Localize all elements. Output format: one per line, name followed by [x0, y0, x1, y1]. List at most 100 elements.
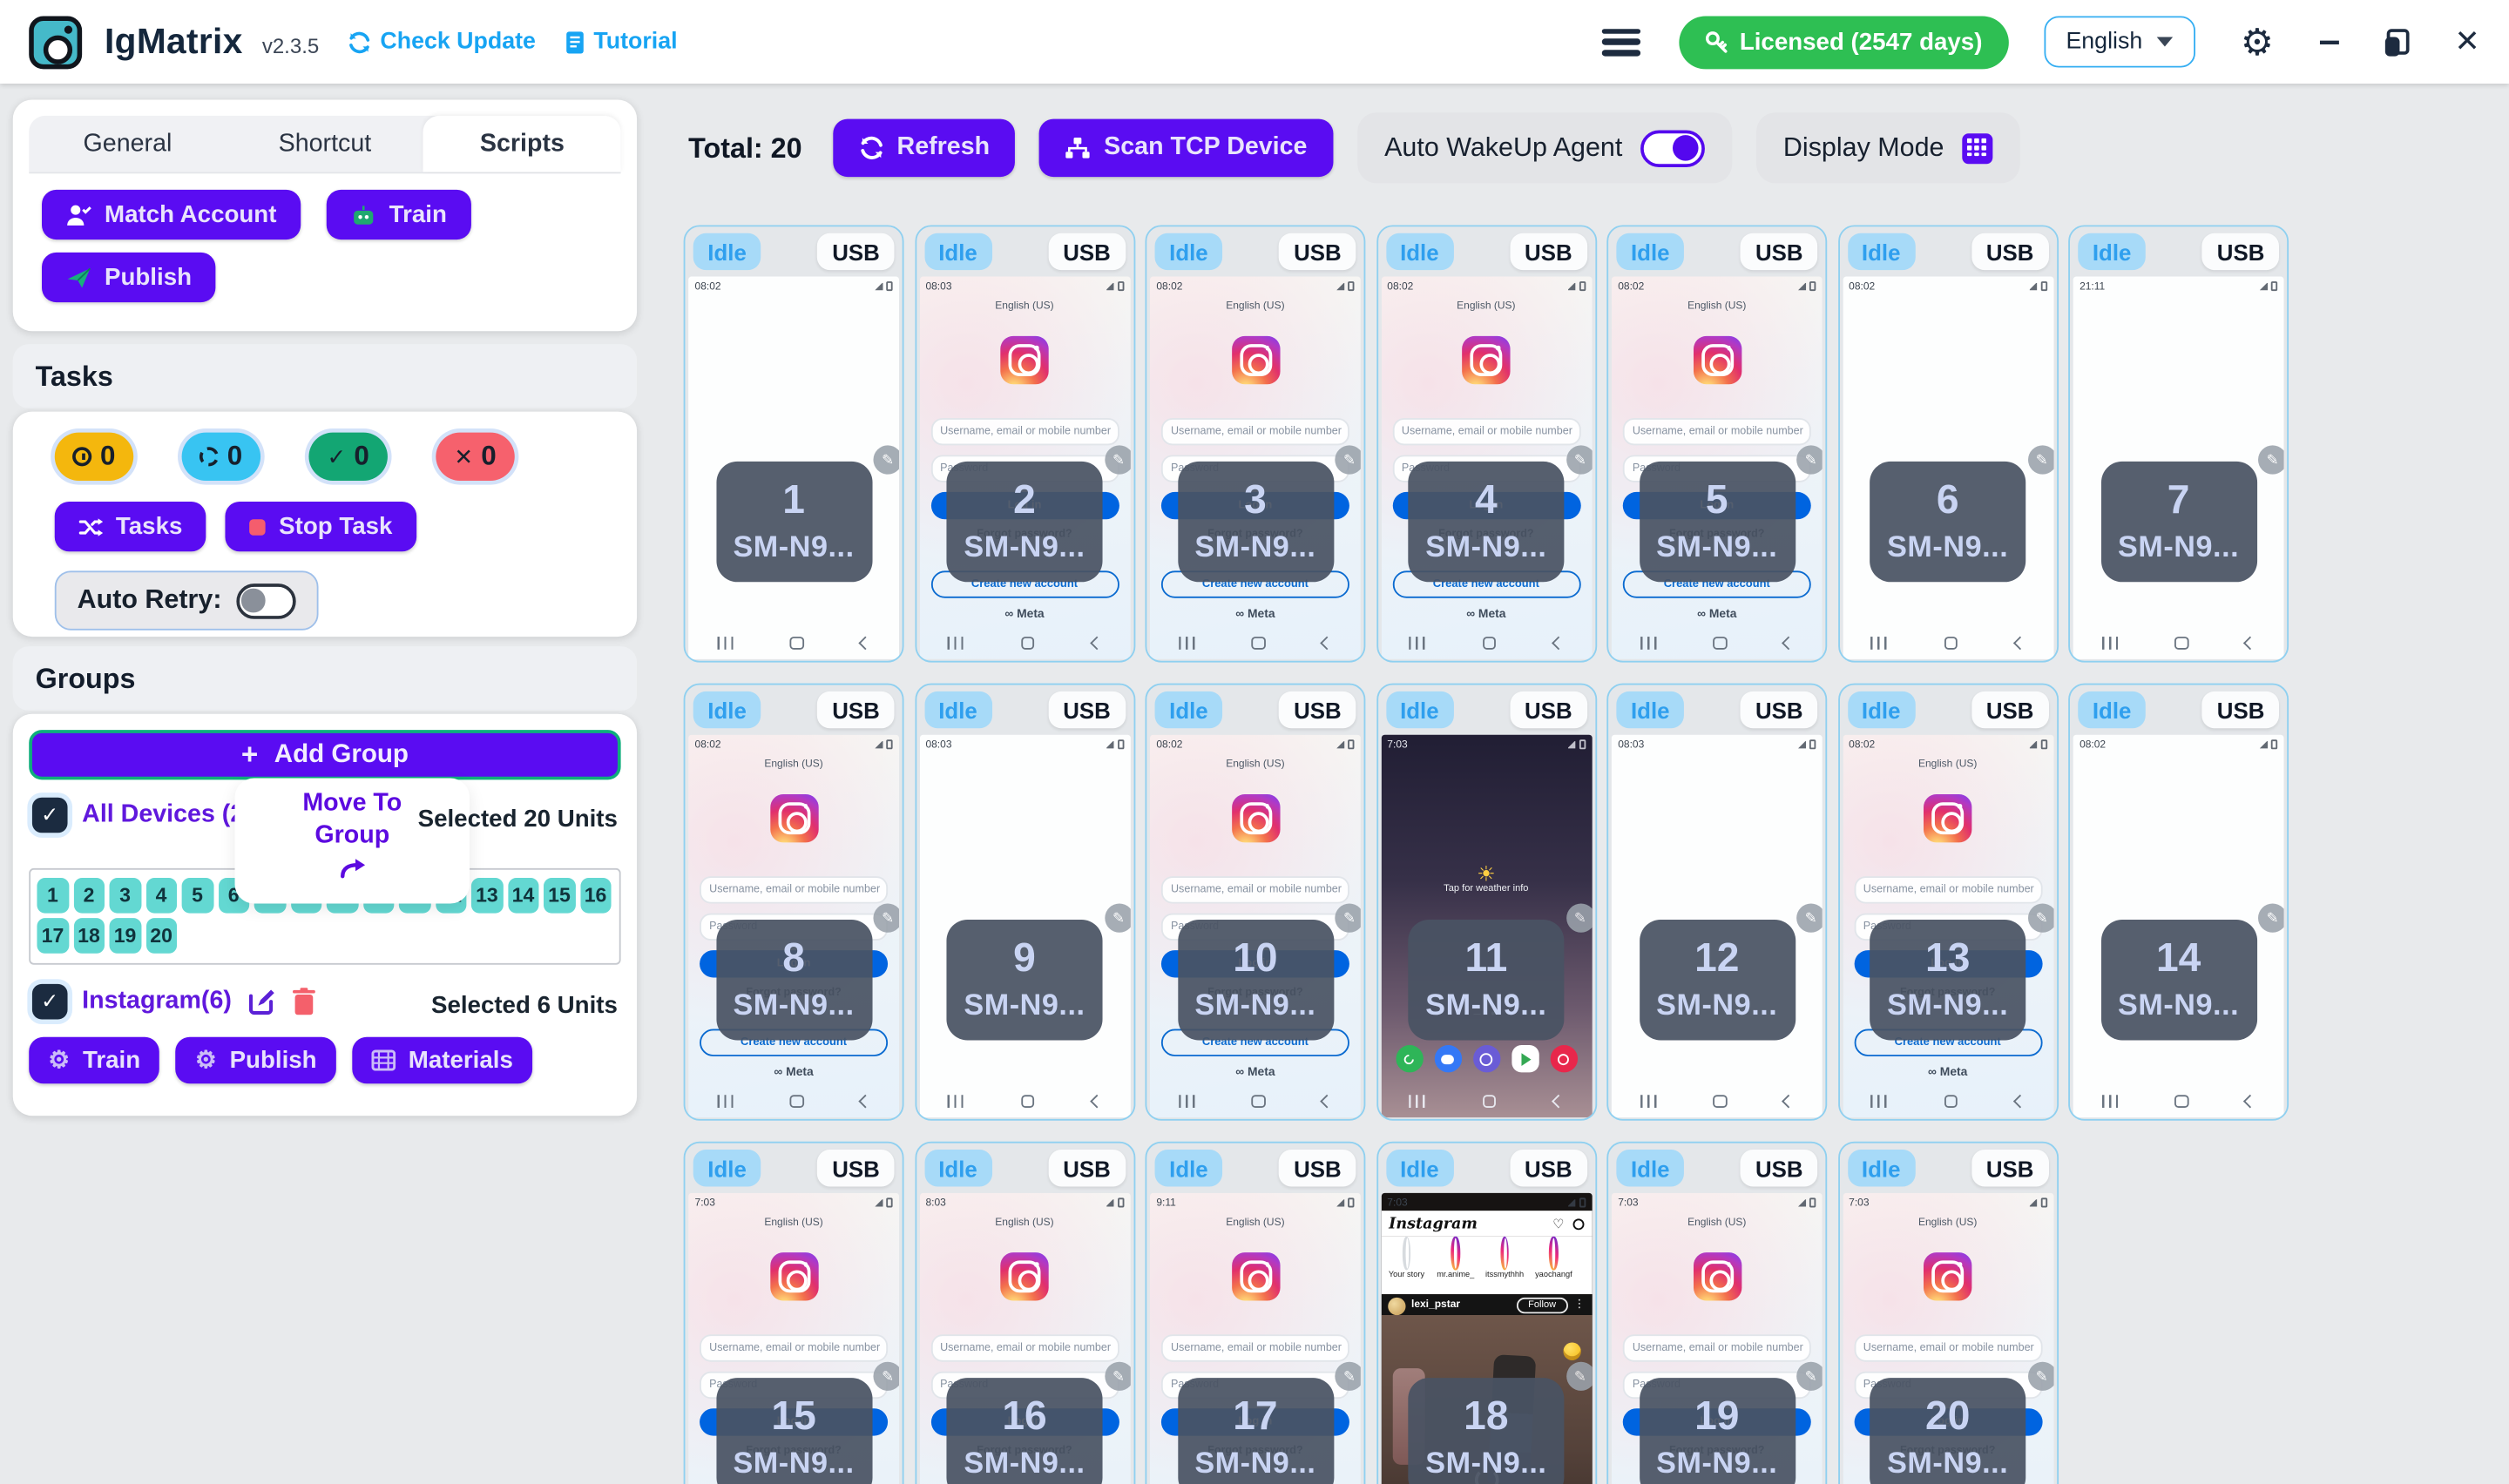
device-number-chip[interactable]: 4 — [145, 878, 178, 914]
device-screen[interactable]: 9:11 English (US) Username, email or mob… — [1150, 1192, 1361, 1484]
restore-window-button[interactable] — [2384, 28, 2410, 56]
delete-group-icon[interactable] — [291, 988, 317, 1016]
back-icon[interactable] — [1782, 636, 1796, 651]
back-icon[interactable] — [1782, 1094, 1796, 1109]
recents-icon[interactable] — [1870, 1095, 1887, 1108]
edit-device-icon[interactable]: ✎ — [873, 445, 899, 475]
login-language[interactable]: English (US) — [1457, 300, 1516, 313]
tab-shortcut[interactable]: Shortcut — [278, 129, 372, 157]
device-number-chip[interactable]: 3 — [109, 878, 141, 914]
browser-app-icon[interactable] — [1472, 1045, 1500, 1073]
device-card[interactable]: Idle USB 7:03 English (US) Username, ema… — [1376, 683, 1597, 1121]
device-card[interactable]: Idle USB 08:03 English (US) Username, em… — [914, 225, 1135, 663]
home-icon[interactable] — [1020, 1094, 1035, 1109]
menu-icon[interactable] — [1601, 28, 1640, 56]
recents-icon[interactable] — [716, 637, 734, 650]
home-icon[interactable] — [1482, 1094, 1497, 1109]
login-language[interactable]: English (US) — [1226, 759, 1285, 771]
story-your[interactable]: Your story — [1385, 1237, 1427, 1291]
username-field[interactable]: Username, email or mobile number — [930, 1334, 1119, 1362]
add-group-button[interactable]: + Add Group — [29, 730, 621, 780]
edit-device-icon[interactable]: ✎ — [1104, 445, 1130, 475]
device-screen[interactable]: 7:03 English (US) Username, email or mob… — [1380, 1192, 1592, 1484]
recents-icon[interactable] — [947, 1095, 964, 1108]
back-icon[interactable] — [1551, 636, 1566, 651]
login-language[interactable]: English (US) — [995, 1217, 1054, 1229]
back-icon[interactable] — [1320, 636, 1335, 651]
auto-wakeup-toggle[interactable] — [1640, 129, 1705, 167]
device-card[interactable]: Idle USB 08:02 English (US) Username, em… — [1376, 225, 1597, 663]
recents-icon[interactable] — [947, 637, 964, 650]
home-icon[interactable] — [1944, 636, 1958, 651]
minimize-button[interactable]: – — [2318, 19, 2341, 63]
publish-button[interactable]: Publish — [42, 252, 216, 303]
home-icon[interactable] — [1713, 636, 1728, 651]
device-screen[interactable]: 21:11 English (US) Username, email or mo… — [2073, 276, 2284, 659]
tab-general[interactable]: General — [83, 129, 172, 157]
device-screen[interactable]: 8:03 English (US) Username, email or mob… — [919, 1192, 1130, 1484]
device-screen[interactable]: 7:03 English (US) Username, email or mob… — [1380, 734, 1592, 1118]
username-field[interactable]: Username, email or mobile number — [1160, 1334, 1349, 1362]
train-button[interactable]: Train — [326, 189, 471, 240]
device-screen[interactable]: 08:03 English (US) Username, email or mo… — [919, 276, 1130, 659]
recents-icon[interactable] — [716, 1095, 734, 1108]
login-language[interactable]: English (US) — [995, 300, 1054, 313]
username-field[interactable]: Username, email or mobile number — [1160, 876, 1349, 904]
story-item[interactable]: yaochangf — [1532, 1237, 1574, 1291]
back-icon[interactable] — [2012, 636, 2027, 651]
device-number-chip[interactable]: 19 — [109, 918, 141, 954]
device-screen[interactable]: 7:03 English (US) Username, email or mob… — [1842, 1192, 2053, 1484]
device-screen[interactable]: 08:02 English (US) Username, email or mo… — [1842, 276, 2053, 659]
device-screen[interactable]: 08:03 English (US) Username, email or mo… — [1611, 734, 1823, 1118]
device-card[interactable]: Idle USB 08:02 English (US) Username, em… — [1837, 225, 2059, 663]
more-options-icon[interactable]: ⋮ — [1573, 1298, 1586, 1311]
license-badge[interactable]: Licensed (2547 days) — [1678, 15, 2008, 69]
device-card[interactable]: Idle USB 08:02 English (US) Username, em… — [2068, 683, 2289, 1121]
tutorial-link[interactable]: Tutorial — [565, 29, 678, 55]
device-card[interactable]: Idle USB 08:02 English (US) Username, em… — [683, 683, 904, 1121]
username-field[interactable]: Username, email or mobile number — [1622, 418, 1811, 446]
device-screen[interactable]: 7:03 English (US) Username, email or mob… — [688, 1192, 899, 1484]
device-card[interactable]: Idle USB 7:03 English (US) Username, ema… — [1606, 1141, 1828, 1484]
device-number-chip[interactable]: 1 — [37, 878, 69, 914]
back-icon[interactable] — [1551, 1094, 1566, 1109]
heart-icon[interactable]: ♡ — [1552, 1216, 1565, 1231]
device-screen[interactable]: 08:02 English (US) Username, email or mo… — [2073, 734, 2284, 1118]
tab-scripts[interactable]: Scripts — [423, 115, 621, 172]
username-field[interactable]: Username, email or mobile number — [1853, 1334, 2042, 1362]
device-screen[interactable]: 08:02 English (US) Username, email or mo… — [1150, 276, 1361, 659]
back-icon[interactable] — [1089, 1094, 1104, 1109]
edit-device-icon[interactable]: ✎ — [2258, 903, 2284, 933]
home-icon[interactable] — [1713, 1094, 1728, 1109]
match-account-button[interactable]: Match Account — [42, 189, 301, 240]
group-publish-button[interactable]: ⚙ Publish — [175, 1036, 336, 1084]
login-language[interactable]: English (US) — [764, 1217, 823, 1229]
device-number-chip[interactable]: 16 — [579, 878, 612, 914]
edit-group-icon[interactable] — [247, 987, 277, 1017]
home-icon[interactable] — [1251, 1094, 1266, 1109]
tasks-button[interactable]: Tasks — [54, 502, 207, 552]
done-task-counter[interactable]: ✓ 0 — [308, 432, 388, 481]
edit-device-icon[interactable]: ✎ — [1796, 903, 1823, 933]
instagram-group-checkbox[interactable]: ✓ — [31, 983, 68, 1020]
device-card[interactable]: Idle USB 08:02 English (US) Username, em… — [1145, 225, 1366, 663]
edit-device-icon[interactable]: ✎ — [873, 903, 899, 933]
username-field[interactable]: Username, email or mobile number — [930, 418, 1119, 446]
edit-device-icon[interactable]: ✎ — [1566, 1361, 1592, 1391]
settings-gear-icon[interactable]: ⚙ — [2240, 20, 2274, 63]
story-item[interactable]: itssmythhh — [1484, 1237, 1525, 1291]
home-icon[interactable] — [789, 636, 804, 651]
edit-device-icon[interactable]: ✎ — [1335, 1361, 1361, 1391]
device-number-chip[interactable]: 15 — [544, 878, 575, 914]
edit-device-icon[interactable]: ✎ — [1335, 445, 1361, 475]
edit-device-icon[interactable]: ✎ — [2027, 1361, 2053, 1391]
phone-app-icon[interactable] — [1395, 1045, 1423, 1073]
username-field[interactable]: Username, email or mobile number — [1853, 876, 2042, 904]
device-number-chip[interactable]: 18 — [73, 918, 105, 954]
login-language[interactable]: English (US) — [1226, 300, 1285, 313]
device-number-chip[interactable]: 5 — [181, 878, 213, 914]
edit-device-icon[interactable]: ✎ — [1104, 903, 1130, 933]
story-item[interactable]: mr.anime_ — [1435, 1237, 1477, 1291]
failed-task-counter[interactable]: ✕ 0 — [436, 432, 515, 481]
edit-device-icon[interactable]: ✎ — [1796, 445, 1823, 475]
